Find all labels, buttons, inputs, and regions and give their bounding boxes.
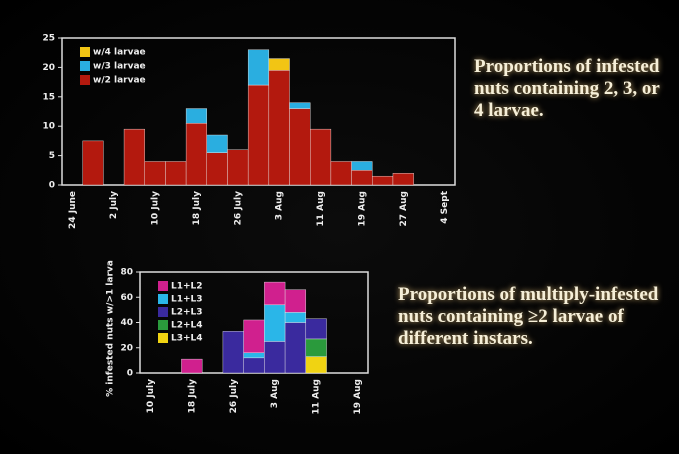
bar-segment [351,170,373,186]
x-tick-label: 3 Aug [275,191,285,220]
legend-swatch [158,294,168,304]
legend-swatch [80,61,90,71]
legend-label: w/2 larvae [93,76,146,86]
bar-segment [284,289,307,313]
bar-segment [185,123,207,186]
legend-swatch [80,75,90,85]
bar-segment [268,58,290,71]
x-tick-label: 2 July [109,191,119,219]
y-tick-label: 15 [42,92,55,102]
x-tick-label: 26 July [229,379,239,413]
bar-segment [264,304,286,342]
bar-segment [243,357,265,374]
x-tick-label: 19 Aug [353,379,363,414]
bar-segment [310,128,332,186]
legend-swatch [158,320,168,330]
y-tick-label: 20 [42,63,55,73]
bar-segment [206,152,228,186]
x-tick-label: 26 July [233,191,243,225]
bar-segment [289,108,311,186]
legend-swatch [158,281,168,291]
bar-segment [247,49,270,86]
y-tick-label: 10 [42,122,55,132]
bar-segment [264,281,286,306]
y-tick-label: 20 [120,343,133,353]
bar-segment [123,128,145,186]
legend-swatch [158,307,168,317]
x-tick-label: 18 July [187,379,197,413]
bar-segment [264,341,286,374]
y-tick-label: 60 [120,293,133,303]
bar-segment [144,161,166,186]
bar-segment [181,358,203,374]
bar-segment [284,322,307,374]
legend-label: L2+L4 [171,321,203,331]
x-tick-label: 27 Aug [399,191,409,226]
x-tick-label: 19 Aug [357,191,367,226]
x-tick-label: 11 Aug [312,379,322,414]
bar-segment [372,175,394,186]
x-tick-label: 3 Aug [270,379,280,408]
bar-segment [243,352,265,359]
x-tick-label: 24 June [68,191,78,229]
legend-label: w/4 larvae [93,48,146,58]
y-tick-label: 0 [127,369,133,379]
bar-segment [82,140,104,186]
x-tick-label: 18 July [192,191,202,225]
bar-segment [392,173,414,186]
y-tick-label: 40 [120,318,133,328]
bar-segment [247,84,270,186]
y-tick-label: 0 [49,181,55,191]
legend-swatch [80,47,90,57]
bar-segment [243,319,265,354]
legend-label: L2+L3 [171,308,203,318]
bar-segment [330,161,352,186]
y-tick-label: 5 [49,151,55,161]
legend-label: L1+L2 [171,282,203,292]
annotation: Proportions of infested nuts containing … [474,56,660,121]
legend-swatch [158,333,168,343]
bar-segment [165,161,187,186]
bar-segment [268,70,290,186]
legend-label: w/3 larvae [93,62,146,72]
bar-segment [289,102,311,109]
annotation: Proportions of multiply-infested nuts co… [398,284,659,349]
bar-segment [284,312,307,323]
bar-segment [305,318,327,340]
bar-segment [305,338,327,357]
bar-segment [305,356,327,374]
y-tick-label: 25 [42,34,55,44]
bar-segment [222,331,244,374]
bar-segment [206,134,228,153]
bar-segment [185,108,207,124]
x-tick-label: 10 July [151,191,161,225]
bar-segment [227,149,249,186]
bar-segment [351,161,373,171]
y-axis-label: % infested nuts w/>1 larva [106,260,116,397]
x-tick-label: 10 July [146,379,156,413]
y-tick-label: 80 [120,268,133,278]
x-tick-label: 4 Sept [440,190,450,223]
legend-label: L1+L3 [171,295,203,305]
legend-label: L3+L4 [171,334,203,344]
x-tick-label: 11 Aug [316,191,326,226]
